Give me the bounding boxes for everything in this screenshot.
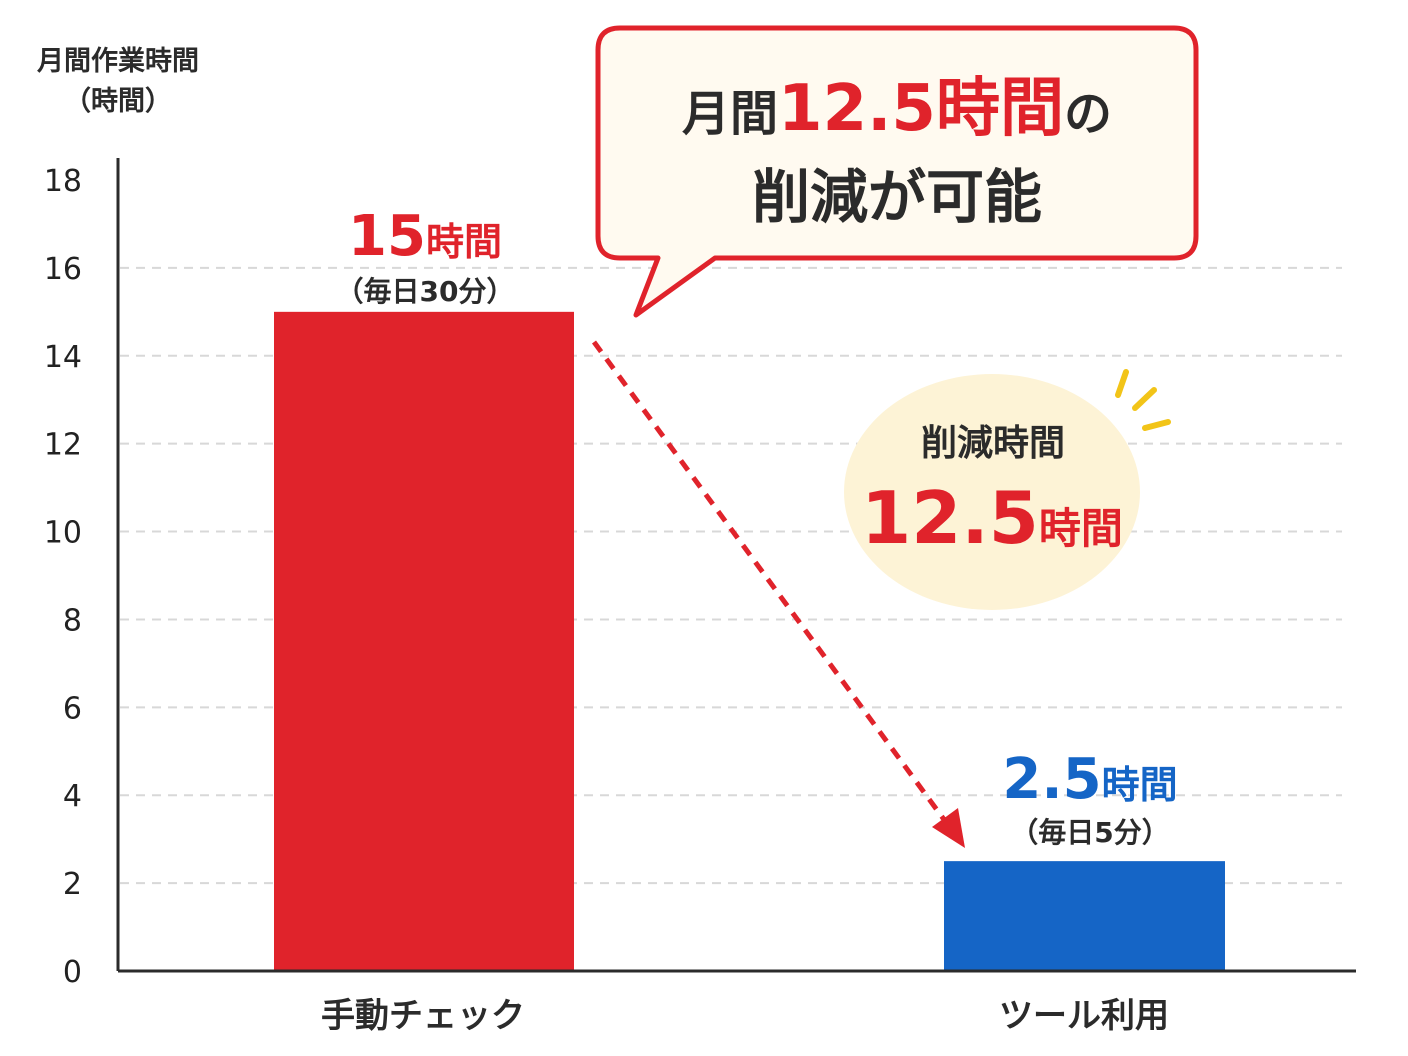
- y-tick-label-10: 10: [44, 516, 82, 551]
- reduction-arrow-line: [591, 340, 951, 827]
- bar-note-tool: （毎日5分）: [1010, 816, 1169, 849]
- y-tick-label-4: 4: [63, 779, 82, 814]
- reduction-arrow: [591, 340, 965, 848]
- bar-label-tool: 2.5時間: [1002, 747, 1177, 812]
- y-axis-title-line1: 月間作業時間: [37, 46, 199, 77]
- x-tick-labels: 手動チェック ツール利用: [321, 996, 1169, 1036]
- y-tick-label-18: 18: [44, 164, 82, 199]
- y-tick-label-16: 16: [44, 252, 82, 287]
- bars: [274, 311, 1225, 971]
- y-axis-title: 月間作業時間 （時間）: [8, 42, 228, 122]
- axes: [116, 158, 1356, 973]
- bar-tool: [944, 861, 1225, 971]
- y-tick-label-6: 6: [63, 691, 82, 726]
- y-tick-labels: 0 2 4 6 8 10 12 14 16 18: [44, 164, 82, 990]
- y-axis-title-line2: （時間）: [64, 86, 172, 117]
- sparkle-ray-3: [1142, 419, 1171, 431]
- bar-label-tool-value: 2.5: [1002, 747, 1101, 812]
- reduction-badge-bg: [844, 374, 1140, 610]
- callout-suffix: の: [1064, 86, 1112, 142]
- y-tick-label-14: 14: [44, 340, 82, 375]
- y-tick-label-0: 0: [63, 955, 82, 990]
- callout-line2: 削減が可能: [752, 163, 1042, 231]
- bar-label-manual-unit: 時間: [426, 220, 502, 264]
- y-tick-label-2: 2: [63, 867, 82, 902]
- sparkle-ray-2: [1132, 387, 1157, 411]
- bar-manual: [274, 311, 574, 971]
- callout-bubble: 月間12.5時間の 削減が可能: [595, 25, 1199, 318]
- callout-highlight: 12.5時間: [778, 72, 1064, 146]
- reduction-badge: 削減時間 12.5時間: [844, 369, 1171, 610]
- reduction-arrow-head: [932, 808, 965, 848]
- bar-value-labels: 15時間 （毎日30分） 2.5時間 （毎日5分）: [336, 204, 1178, 849]
- y-tick-label-8: 8: [63, 603, 82, 638]
- callout-line1: 月間12.5時間の: [682, 72, 1112, 146]
- reduction-badge-value: 12.5時間: [861, 476, 1123, 560]
- sparkle-icon: [1115, 369, 1171, 431]
- bar-label-tool-unit: 時間: [1102, 763, 1178, 807]
- reduction-badge-title: 削減時間: [921, 423, 1065, 464]
- category-label-tool: ツール利用: [999, 996, 1169, 1036]
- category-label-manual: 手動チェック: [321, 996, 525, 1036]
- bar-note-manual: （毎日30分）: [336, 275, 515, 308]
- reduction-badge-number: 12.5: [861, 476, 1039, 560]
- callout-prefix: 月間: [682, 86, 778, 142]
- bar-label-manual-value: 15: [348, 204, 426, 269]
- reduction-badge-unit: 時間: [1039, 504, 1123, 553]
- bar-label-manual: 15時間: [348, 204, 502, 269]
- sparkle-ray-1: [1115, 369, 1129, 398]
- callout-bubble-shape: [595, 25, 1199, 318]
- y-tick-label-12: 12: [44, 428, 82, 463]
